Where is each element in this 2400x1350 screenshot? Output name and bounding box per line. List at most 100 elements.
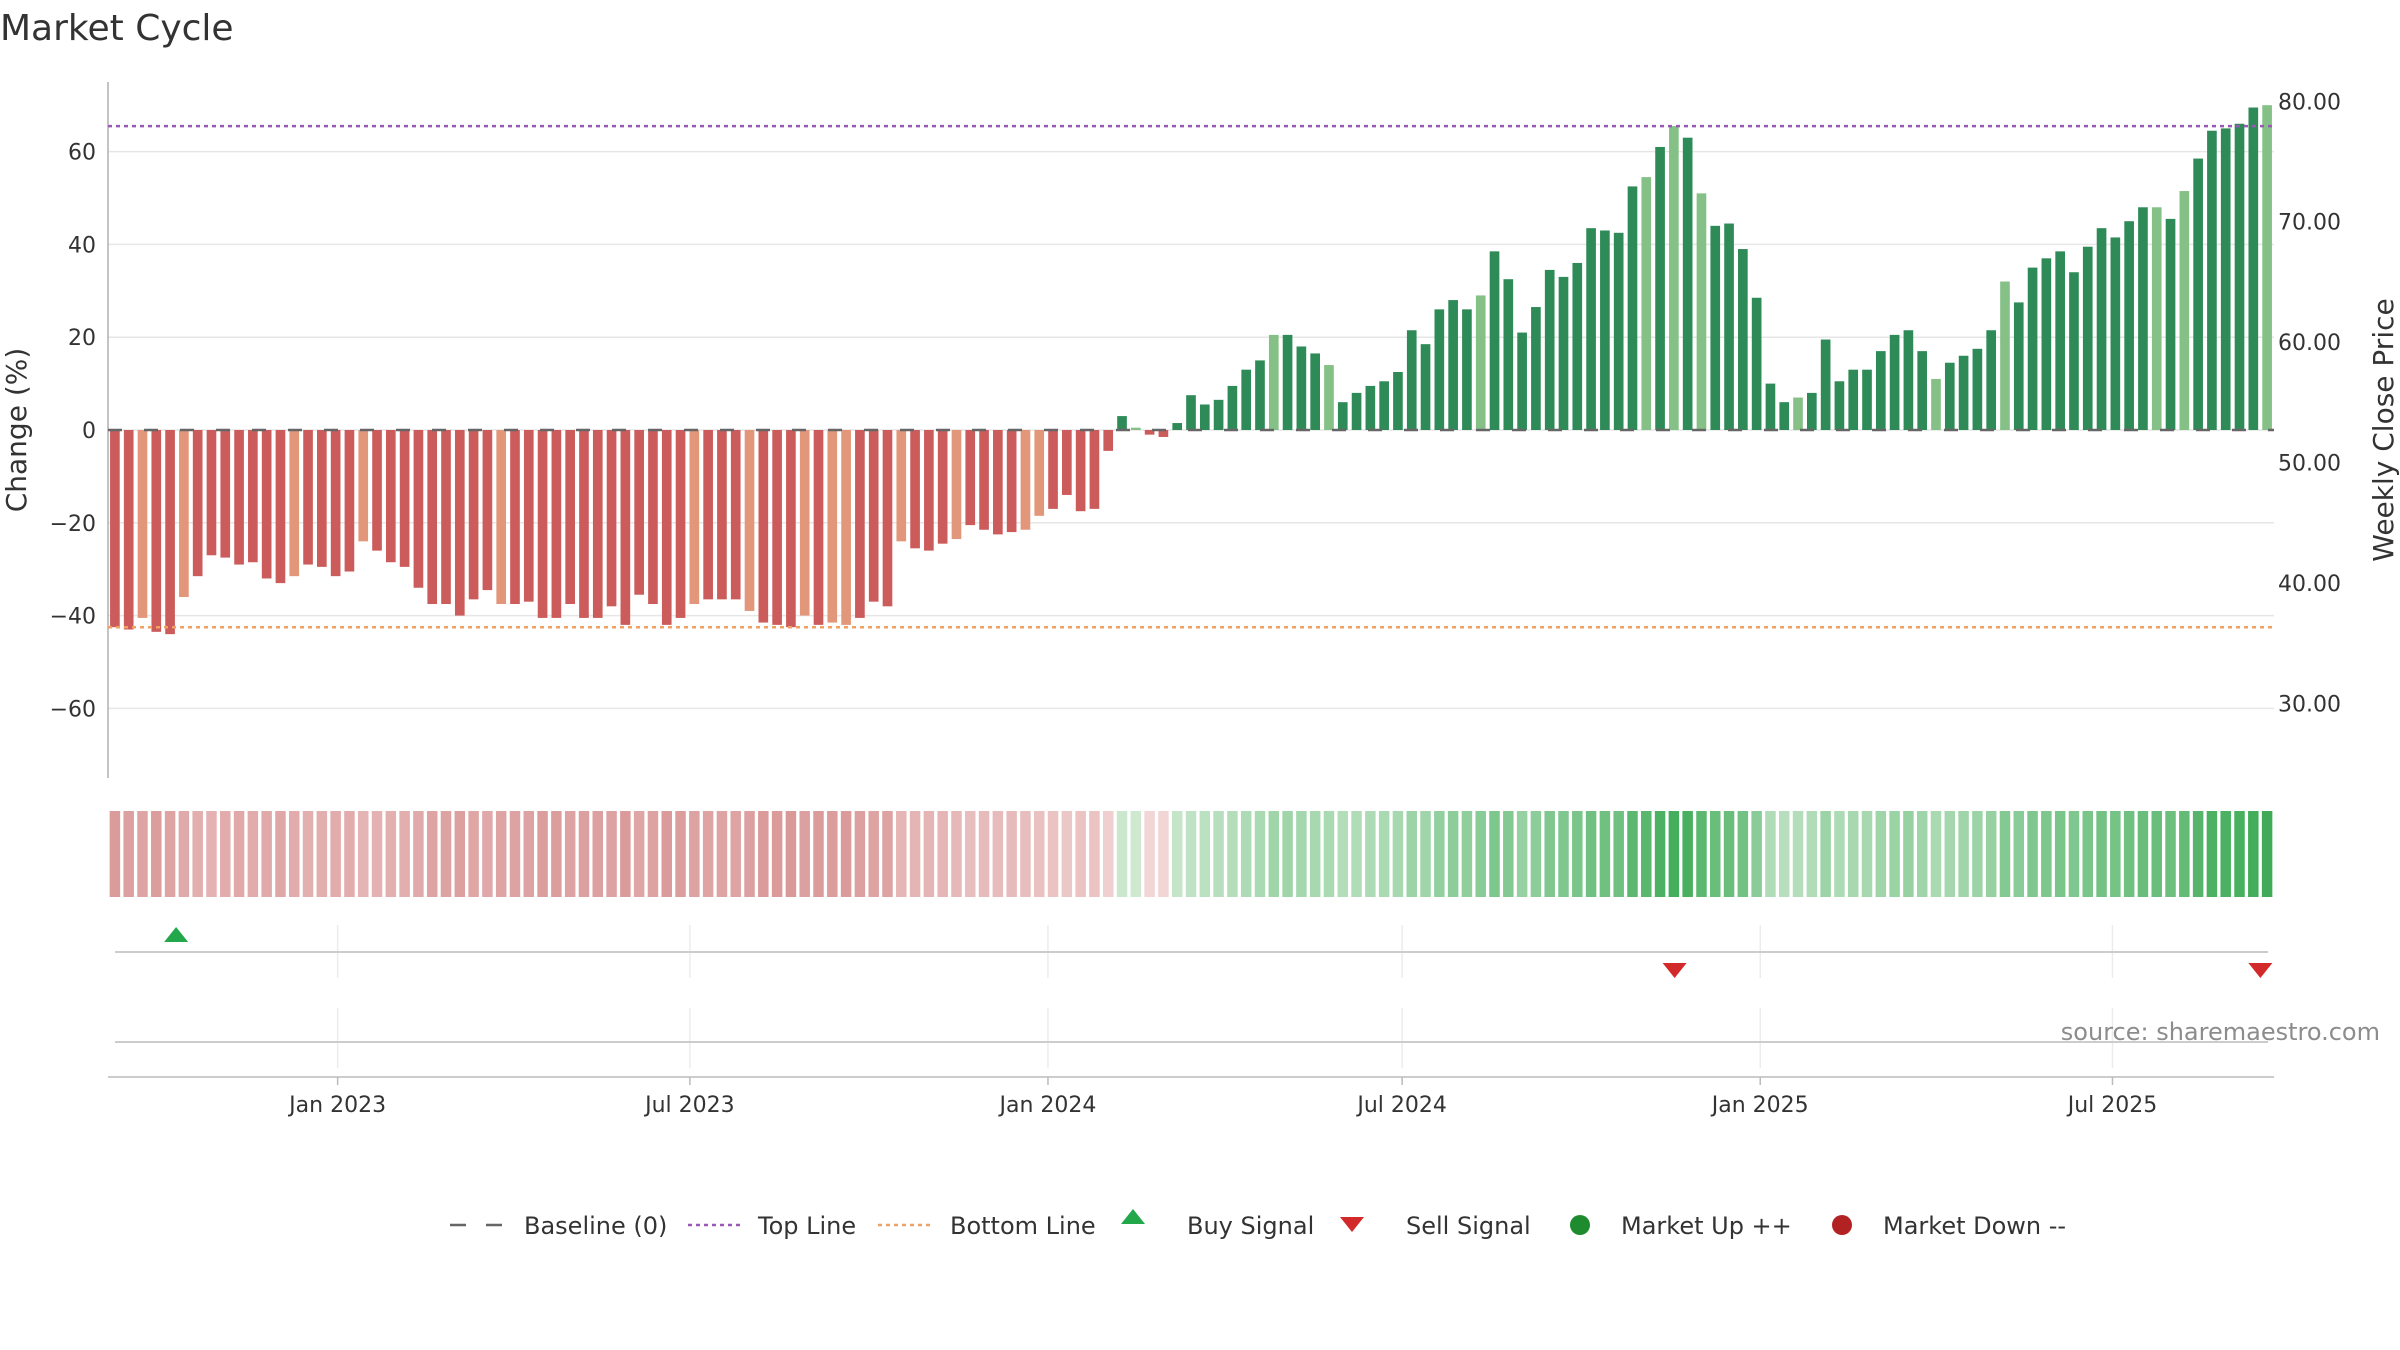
bar bbox=[592, 430, 603, 618]
bar bbox=[1462, 309, 1472, 430]
bar bbox=[565, 430, 575, 604]
heat-cell bbox=[551, 811, 562, 897]
bar bbox=[2096, 228, 2107, 430]
bar bbox=[2000, 281, 2010, 430]
date-tick-label: Jul 2024 bbox=[1355, 1093, 1447, 1118]
bar bbox=[1738, 249, 1748, 430]
heat-cell bbox=[2082, 811, 2093, 897]
y2-tick-label: 30.00 bbox=[2278, 692, 2341, 717]
heat-cell bbox=[2054, 811, 2066, 897]
bar bbox=[1282, 334, 1293, 430]
bar bbox=[1213, 399, 1224, 430]
heat-cell bbox=[1861, 811, 1873, 897]
bar bbox=[689, 430, 700, 604]
heat-cell bbox=[799, 811, 810, 897]
bar bbox=[2069, 272, 2079, 430]
heat-cell bbox=[1792, 811, 1804, 897]
bar bbox=[1586, 228, 1596, 430]
heat-cell bbox=[330, 811, 341, 897]
bar bbox=[1006, 430, 1017, 533]
date-tick-label: Jan 2023 bbox=[287, 1093, 386, 1118]
bar bbox=[965, 430, 976, 526]
bar bbox=[1144, 430, 1155, 435]
heat-cell bbox=[1696, 811, 1707, 897]
bar bbox=[1199, 404, 1210, 430]
date-tick-label: Jul 2023 bbox=[643, 1093, 735, 1118]
bar bbox=[275, 430, 286, 584]
y2-tick-label: 80.00 bbox=[2278, 90, 2341, 115]
heat-cell bbox=[2206, 811, 2218, 897]
bar bbox=[1682, 137, 1693, 430]
bar bbox=[1103, 430, 1114, 451]
heat-cell bbox=[2068, 811, 2080, 897]
heat-cell bbox=[178, 811, 190, 897]
bar bbox=[2082, 246, 2093, 430]
heat-cell bbox=[868, 811, 879, 897]
heat-cell bbox=[1323, 811, 1335, 897]
legend-label: Bottom Line bbox=[950, 1212, 1096, 1240]
legend-label: Buy Signal bbox=[1187, 1212, 1314, 1240]
bar bbox=[1531, 307, 1541, 430]
bar bbox=[1641, 177, 1652, 430]
date-tick-label: Jul 2025 bbox=[2066, 1093, 2158, 1118]
bar bbox=[675, 430, 686, 618]
bar bbox=[2013, 302, 2024, 430]
heat-cell bbox=[840, 811, 852, 897]
heat-cell bbox=[2261, 811, 2273, 897]
heat-cell bbox=[758, 811, 769, 897]
heat-cell bbox=[1475, 811, 1486, 897]
heat-cell bbox=[1185, 811, 1197, 897]
heat-cell bbox=[1158, 811, 1169, 897]
bar bbox=[1834, 381, 1845, 430]
bar bbox=[2041, 258, 2052, 430]
bar bbox=[523, 430, 534, 602]
bar bbox=[1268, 334, 1279, 430]
heat-cell bbox=[813, 811, 824, 897]
heat-cell bbox=[2123, 811, 2135, 897]
bar bbox=[537, 430, 548, 618]
heat-cell bbox=[357, 811, 369, 897]
heat-cell bbox=[1282, 811, 1293, 897]
heat-cell bbox=[1240, 811, 1252, 897]
bar bbox=[1765, 383, 1776, 430]
heat-cell bbox=[1034, 811, 1045, 897]
reference-lines bbox=[108, 124, 2274, 629]
heat-cell bbox=[909, 811, 921, 897]
heat-cell bbox=[1489, 811, 1500, 897]
heat-cell bbox=[744, 811, 755, 897]
heat-cell bbox=[620, 811, 631, 897]
heat-cell bbox=[1558, 811, 1569, 897]
heat-cell bbox=[233, 811, 245, 897]
bar bbox=[703, 430, 713, 600]
heat-cell bbox=[1682, 811, 1693, 897]
bar bbox=[482, 430, 493, 591]
legend-item: Baseline (0) bbox=[450, 1212, 667, 1240]
heat-cell bbox=[1102, 811, 1114, 897]
heat-cell bbox=[1378, 811, 1390, 897]
heat-cell bbox=[1392, 811, 1404, 897]
bar bbox=[937, 430, 948, 544]
y2-tick-label: 70.00 bbox=[2278, 211, 2341, 236]
bar bbox=[1475, 295, 1486, 430]
heat-cell bbox=[854, 811, 866, 897]
heat-cell bbox=[2220, 811, 2231, 897]
bar bbox=[606, 430, 617, 607]
heat-cell bbox=[261, 811, 272, 897]
heat-cell bbox=[399, 811, 410, 897]
source-credit: source: sharemaestro.com bbox=[2061, 1018, 2380, 1046]
heat-cell bbox=[1503, 811, 1514, 897]
bar bbox=[910, 430, 920, 549]
bar bbox=[841, 430, 851, 625]
legend-label: Top Line bbox=[757, 1212, 856, 1240]
y2-tick-label: 50.00 bbox=[2278, 452, 2341, 477]
bar bbox=[661, 430, 672, 625]
bar bbox=[2234, 123, 2245, 430]
heat-cell bbox=[1351, 811, 1362, 897]
heat-cell bbox=[275, 811, 286, 897]
heat-cell bbox=[633, 811, 645, 897]
y-axis-ticks: 60 40 20 0 −20 −40 −60 bbox=[50, 141, 96, 723]
heat-cell bbox=[1434, 811, 1445, 897]
heat-cell bbox=[827, 811, 838, 897]
bar bbox=[827, 430, 838, 623]
bar bbox=[1613, 232, 1624, 430]
